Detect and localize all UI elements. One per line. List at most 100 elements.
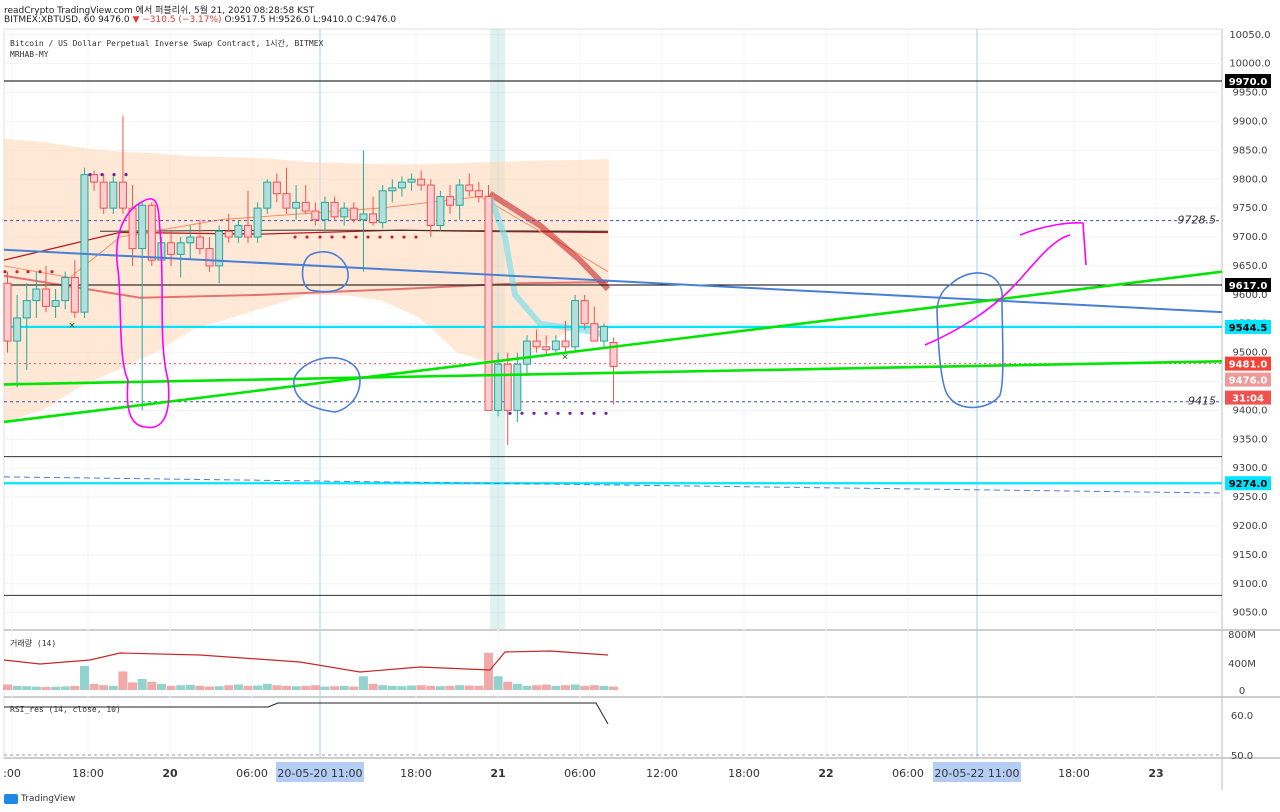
- volume-bar: [339, 685, 349, 690]
- volume-tick-label: 400M: [1228, 659, 1256, 670]
- time-tick-label: 20: [162, 767, 178, 780]
- volume-bar: [41, 686, 51, 690]
- price-change: ▼ −310.5 (−3.17%): [132, 15, 222, 25]
- price-tag-label: 9617.0: [1229, 281, 1268, 292]
- price-tick-label: 9200.0: [1233, 521, 1268, 532]
- price-tag: [1225, 74, 1271, 89]
- price-tick-label: 9300.0: [1233, 463, 1268, 474]
- price-tag-label: 9544.5: [1229, 323, 1268, 334]
- price-tick-label: 9500.0: [1233, 348, 1268, 359]
- time-tick-label: 06:00: [892, 767, 924, 780]
- price-tick-label: 9850.0: [1233, 145, 1268, 156]
- volume-bar: [291, 686, 301, 690]
- candle-body: [397, 181, 406, 189]
- signal-cross: ×: [68, 321, 76, 331]
- price-tick-label: 9150.0: [1233, 550, 1268, 561]
- signal-dot: [26, 270, 30, 274]
- horizontal-levels: [3, 80, 1223, 596]
- price-tag: [1225, 476, 1271, 491]
- volume-bar: [22, 686, 32, 690]
- candle-body: [244, 224, 252, 238]
- volume-bar: [108, 685, 118, 690]
- signal-dot: [3, 270, 7, 274]
- volume-bar: [60, 686, 70, 690]
- signal-dot: [15, 270, 19, 274]
- publish-header: readCrypto TradingView.com 에서 퍼블리쉬, 5월 2…: [4, 6, 315, 16]
- candle-body: [205, 248, 214, 267]
- blue-trendline: [3, 248, 1223, 314]
- volume-bar: [195, 685, 205, 690]
- candle-body: [195, 236, 204, 250]
- blue-circle: [293, 356, 361, 413]
- volume-bar: [137, 679, 147, 690]
- candle-body: [590, 323, 599, 342]
- signal-dot: [88, 173, 92, 177]
- volume-bar: [484, 652, 493, 690]
- candle-body: [41, 288, 50, 307]
- volume-bar: [445, 685, 455, 690]
- candle-body: [388, 187, 397, 192]
- volume-bar: [281, 685, 291, 690]
- magenta-arrow: [924, 234, 1071, 346]
- candle-body: [465, 184, 474, 192]
- candle-body: [186, 236, 195, 244]
- blue-circle: [301, 251, 349, 293]
- candle-body: [32, 288, 41, 302]
- volume-bar: [89, 683, 99, 690]
- level-label: 9728.5: [1178, 214, 1217, 227]
- signal-dot: [293, 235, 297, 239]
- volume-bar: [253, 685, 263, 690]
- ma-ribbon-cyan: [487, 195, 609, 339]
- candle-body: [215, 230, 224, 267]
- candle-body: [494, 363, 503, 411]
- volume-bar: [185, 684, 195, 690]
- volume-bar: [330, 686, 340, 690]
- volume-bar: [493, 676, 503, 690]
- price-tag: [1225, 390, 1271, 405]
- candle-body: [513, 363, 522, 411]
- candle-body: [167, 242, 176, 255]
- candle-body: [474, 190, 483, 198]
- signal-dot: [305, 235, 309, 239]
- candle-body: [109, 181, 118, 209]
- candle-body: [484, 196, 493, 411]
- signal-dot: [124, 173, 128, 177]
- candle-body: [90, 174, 99, 183]
- candle-body: [407, 178, 416, 183]
- volume-bar: [609, 686, 619, 690]
- volume-bar: [12, 685, 22, 690]
- candle-body: [532, 340, 541, 348]
- price-tag-label: 31:04: [1232, 394, 1264, 405]
- candle-body: [320, 201, 329, 221]
- signal-dot: [390, 235, 394, 239]
- price-tag-label: 9274.0: [1229, 479, 1268, 490]
- volume-bar: [368, 683, 378, 690]
- volume-bar: [512, 683, 522, 690]
- plot-frame: [3, 28, 1223, 759]
- magenta-arrow-head: [1019, 222, 1087, 266]
- signal-dot: [366, 235, 370, 239]
- volume-bar: [70, 686, 80, 690]
- volume-bar: [503, 681, 513, 690]
- chart-grid: [3, 28, 1280, 790]
- signal-dot: [604, 411, 608, 415]
- candle-body: [359, 213, 368, 221]
- candle-body: [80, 174, 89, 313]
- time-tick-label: 06:00: [236, 767, 268, 780]
- volume-bar: [532, 685, 542, 690]
- time-tick-label: 18:00: [1058, 767, 1090, 780]
- volume-bar: [31, 686, 41, 690]
- price-tick-label: 9050.0: [1233, 608, 1268, 619]
- candle-body: [542, 346, 551, 351]
- candle-body: [349, 207, 358, 221]
- axes: 10050.0 10000.0 9950.0 9900.0 9850.0 9800.0 97…: [3, 30, 1271, 782]
- candle-body: [571, 300, 580, 348]
- volume-bar: [272, 685, 282, 690]
- price-tick-label: 9700.0: [1233, 232, 1268, 243]
- drawing-annotations: ××: [3, 173, 1223, 429]
- candle-body: [234, 224, 243, 238]
- signal-dot: [568, 411, 572, 415]
- tradingview-logo[interactable]: TradingView: [4, 794, 75, 804]
- price-tick-label: 9600.0: [1233, 290, 1268, 301]
